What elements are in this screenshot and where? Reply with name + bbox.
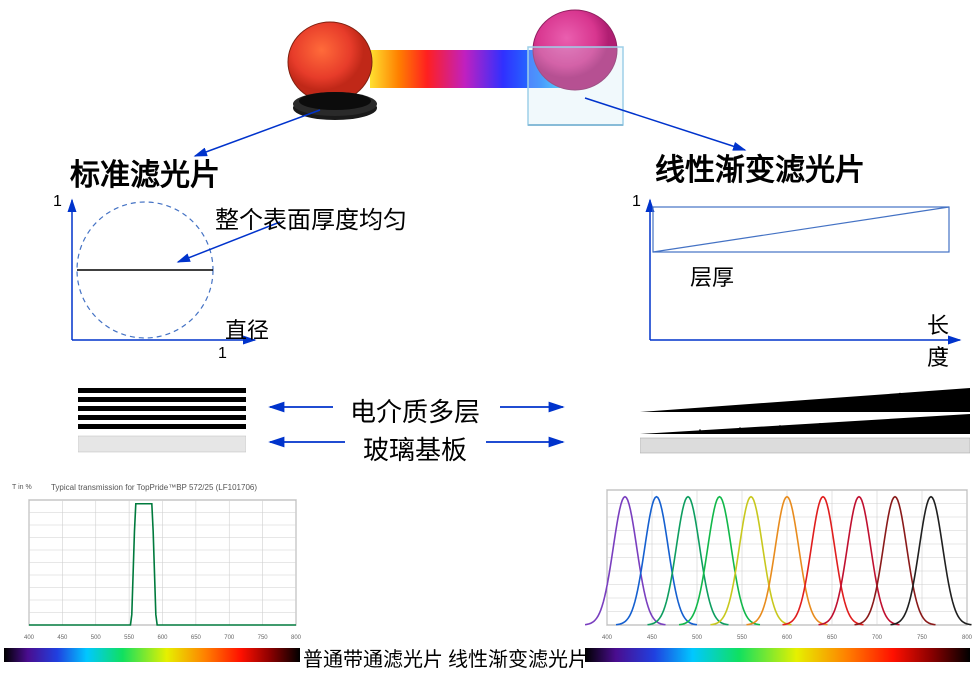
x-label-length: 长度: [927, 308, 970, 372]
right-spectrum-bar: [585, 648, 970, 662]
svg-text:500: 500: [91, 635, 102, 641]
right-title: 线性渐变滤光片: [655, 145, 865, 189]
svg-text:550: 550: [737, 635, 748, 641]
svg-text:400: 400: [602, 635, 613, 641]
wedge-diagonal: [653, 207, 949, 252]
svg-text:750: 750: [258, 635, 269, 641]
svg-text:600: 600: [157, 635, 168, 641]
r-y-tick-1: 1: [632, 193, 641, 211]
bandpass-chart: Typical transmission for TopPride™BP 572…: [4, 478, 304, 643]
svg-text:T in %: T in %: [12, 484, 32, 491]
svg-text:600: 600: [782, 635, 793, 641]
wedge-1: [640, 414, 970, 434]
svg-text:700: 700: [224, 635, 235, 641]
bottom-right-label: 线性渐变滤光片: [448, 643, 588, 672]
left-spectrum-bar: [4, 648, 300, 662]
svg-text:Typical transmission for TopPr: Typical transmission for TopPride™BP 572…: [51, 483, 257, 492]
svg-text:700: 700: [872, 635, 883, 641]
left-annotation: 整个表面厚度均匀: [215, 200, 407, 235]
svg-text:750: 750: [917, 635, 928, 641]
right-annotation: 层厚: [690, 260, 734, 292]
svg-text:500: 500: [692, 635, 703, 641]
svg-text:800: 800: [962, 635, 973, 641]
svg-text:450: 450: [57, 635, 68, 641]
svg-text:800: 800: [291, 635, 302, 641]
right-substrate: [640, 438, 970, 453]
left-multilayer: [78, 388, 246, 429]
right-thickness-plot: 1 1 长度 层厚: [635, 195, 970, 365]
svg-text:400: 400: [24, 635, 35, 641]
left-layer-stack: [78, 388, 246, 453]
bottom-left-label: 普通带通滤光片: [303, 643, 443, 672]
svg-text:650: 650: [827, 635, 838, 641]
svg-text:450: 450: [647, 635, 658, 641]
lvf-chart: 400 450 500 550 600 650 700 750 800: [585, 478, 975, 648]
right-wedge-stack: [640, 370, 970, 455]
wedge-2: [640, 388, 970, 412]
left-substrate: [78, 436, 246, 452]
svg-text:650: 650: [191, 635, 202, 641]
svg-text:550: 550: [124, 635, 135, 641]
